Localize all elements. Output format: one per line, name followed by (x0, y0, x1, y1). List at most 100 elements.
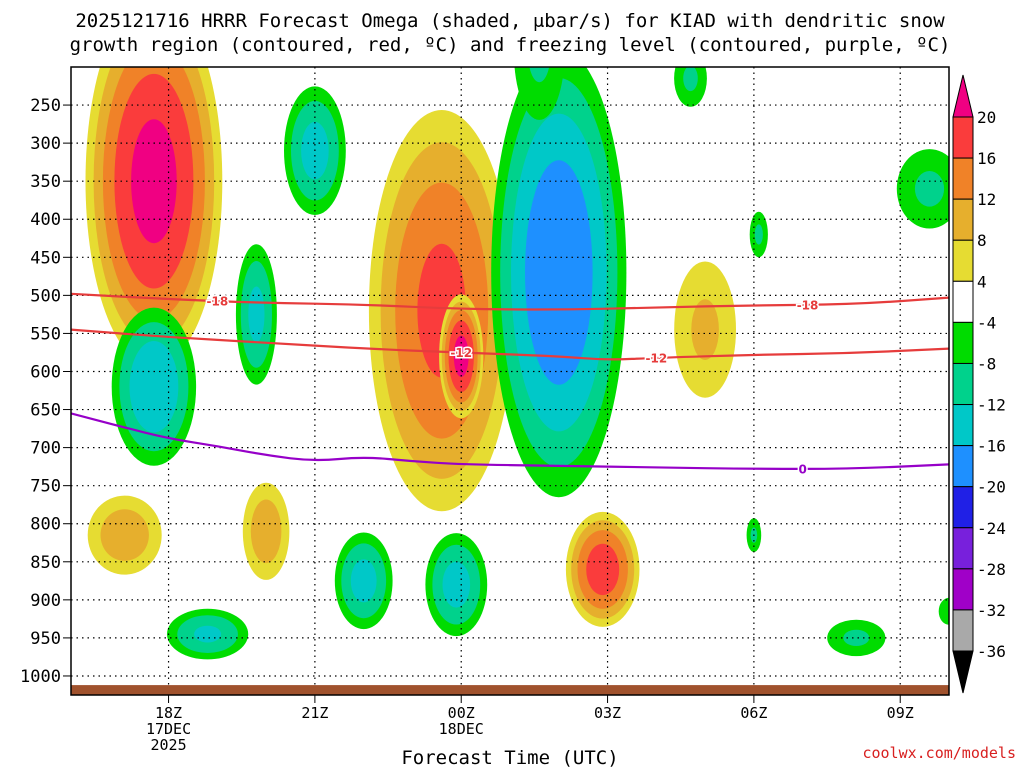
plot-frame (70, 66, 950, 696)
omega-band (529, 67, 550, 83)
colorbar-label: 4 (977, 272, 987, 291)
x-axis-label: Forecast Time (UTC) (401, 747, 618, 768)
omega-feature-o14 (334, 532, 393, 630)
omega-band (914, 171, 945, 207)
gridlines (71, 67, 949, 695)
omega-band (843, 629, 870, 647)
colorbar-segment (952, 486, 974, 529)
omega-feature-o16 (674, 67, 707, 107)
omega-feature-o17 (749, 211, 768, 258)
y-tick-label: 400 (30, 210, 61, 230)
y-tick-label: 550 (30, 324, 61, 344)
x-tick-label: 18DEC (439, 720, 484, 738)
colorbar-segment (952, 527, 974, 570)
omega-feature-o9 (235, 244, 277, 385)
contour-label: 0 (798, 462, 806, 476)
x-tick-label: 09Z (887, 704, 914, 722)
colorbar-label: -8 (977, 354, 996, 373)
title-line-2: growth region (contoured, red, ºC) and f… (70, 34, 951, 56)
y-tick-label: 300 (30, 134, 61, 154)
contour-label: -12 (450, 346, 472, 360)
colorbar-segment (952, 280, 974, 323)
y-tick-label: 600 (30, 362, 61, 382)
y-tick-label: 500 (30, 286, 61, 306)
contour-line (71, 292, 949, 311)
contour-line (71, 328, 949, 361)
y-tick-label: 1000 (20, 667, 61, 687)
omega-feature-o5 (242, 482, 290, 580)
omega-band (586, 543, 620, 596)
x-tick-label: 2025 (150, 736, 186, 754)
colorbar-segment (952, 568, 974, 611)
colorbar-segment (952, 321, 974, 364)
colorbar: -36 -32 -28 -24 -20 -16 -12 -8 -4 4 8 12 16 20 (952, 74, 1006, 694)
temperature-contours: -18 -18 -12 -12 0 (71, 292, 949, 478)
y-tick-label: 750 (30, 477, 61, 497)
credit-text: coolwx.com/models (862, 744, 1016, 762)
colorbar-segment (952, 198, 974, 241)
omega-band (938, 597, 949, 625)
colorbar-label: -12 (977, 396, 1006, 415)
contour-label: -18 (206, 295, 228, 309)
contour--12: -12 -12 (71, 328, 949, 367)
colorbar-label: -28 (977, 560, 1006, 579)
omega-band (754, 224, 763, 245)
colorbar-segment (952, 239, 974, 282)
omega-band (129, 341, 179, 433)
omega-feature-o21 (938, 597, 949, 625)
omega-band (100, 509, 149, 561)
y-tick-label: 850 (30, 553, 61, 573)
contour--18: -18 -18 (71, 292, 949, 314)
omega-band (442, 561, 471, 608)
colorbar-segment (952, 362, 974, 406)
title-line-1: 2025121716 HRRR Forecast Omega (shaded, … (75, 10, 945, 32)
colorbar-label: -20 (977, 478, 1006, 497)
omega-band (250, 499, 282, 564)
colorbar-label: -4 (977, 313, 996, 332)
x-tick-label: 18Z (155, 704, 182, 722)
colorbar-label: -24 (977, 519, 1006, 538)
omega-feature-o12 (491, 67, 627, 498)
omega-band (514, 67, 565, 120)
omega-band (683, 67, 698, 92)
contour-label: -18 (797, 298, 819, 312)
omega-feature-o20 (896, 149, 949, 229)
x-tick-label: 06Z (740, 704, 767, 722)
plot-area: -18 -18 -12 -12 0 (70, 66, 950, 696)
omega-feature-o10 (111, 307, 197, 466)
colorbar-segment (952, 157, 974, 200)
colorbar-segment (952, 404, 974, 447)
omega-feature-o19 (827, 619, 886, 657)
colorbar-label: -36 (977, 642, 1006, 661)
colorbar-label: -16 (977, 437, 1006, 456)
colorbar-bottom-arrow (952, 650, 974, 694)
omega-band (194, 625, 222, 643)
omega-feature-o13 (514, 67, 565, 120)
y-tick-label: 450 (30, 248, 61, 268)
omega-feature-o2 (368, 110, 515, 512)
y-tick-label: 350 (30, 172, 61, 192)
contour-0: 0 (71, 412, 949, 478)
omega-band (248, 286, 265, 343)
omega-feature-o6 (565, 511, 640, 627)
contour-line (71, 412, 949, 471)
y-tick-label: 650 (30, 401, 61, 421)
omega-band (691, 299, 719, 360)
y-tick-label: 950 (30, 629, 61, 649)
omega-band (525, 160, 593, 385)
colorbar-label: 12 (977, 190, 996, 209)
x-tick-label: 17DEC (146, 720, 191, 738)
y-tick-label: 900 (30, 591, 61, 611)
omega-band (453, 335, 469, 377)
colorbar-top-arrow (952, 74, 974, 118)
colorbar-segment (952, 609, 974, 652)
ground-band (71, 685, 949, 695)
colorbar-segment (952, 116, 974, 159)
y-tick-label: 700 (30, 439, 61, 459)
omega-feature-o4 (87, 495, 162, 575)
colorbar-segment (952, 445, 974, 488)
contour-label: -12 (645, 351, 667, 365)
omega-feature-o11 (167, 608, 249, 660)
colorbar-label: 8 (977, 231, 987, 250)
x-tick-label: 03Z (594, 704, 621, 722)
